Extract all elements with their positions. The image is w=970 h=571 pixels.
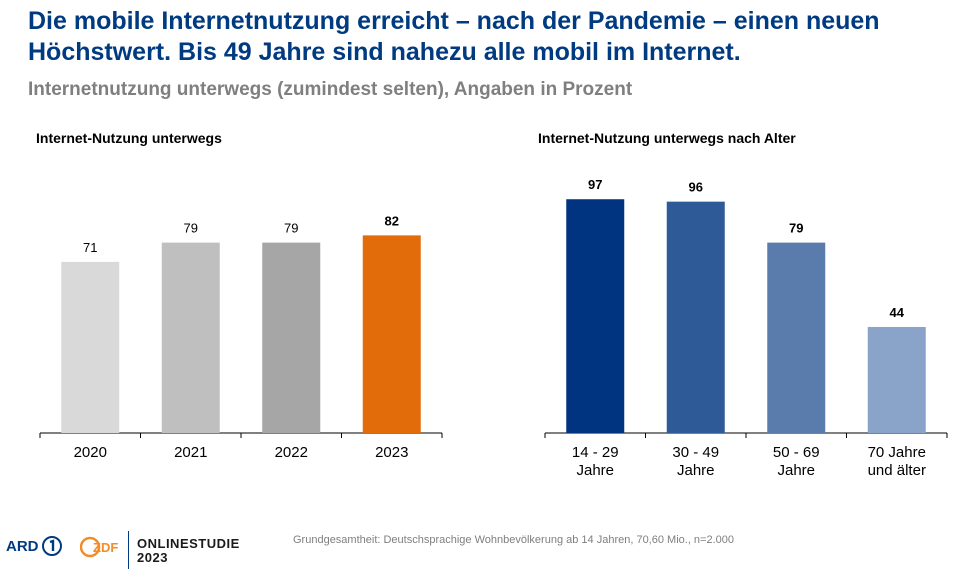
- bar: [61, 261, 120, 433]
- bar: [767, 242, 826, 433]
- category-label: 30 - 49: [672, 444, 719, 461]
- study-logo-line2: 2023: [137, 550, 168, 565]
- data-label: 79: [284, 221, 298, 236]
- page-subtitle: Internetnutzung unterwegs (zumindest sel…: [28, 79, 633, 100]
- data-label: 44: [890, 305, 905, 320]
- category-label: Jahre: [576, 462, 614, 479]
- study-logo-line1: ONLINESTUDIE: [137, 536, 240, 551]
- left-chart-title: Internet-Nutzung unterwegs: [36, 130, 222, 146]
- study-logo: ONLINESTUDIE 2023: [137, 537, 240, 565]
- category-label: 2021: [174, 444, 207, 461]
- category-label: Jahre: [677, 462, 715, 479]
- data-label: 79: [184, 221, 198, 236]
- bar: [566, 199, 625, 433]
- category-label: 50 - 69: [773, 444, 820, 461]
- category-label: Jahre: [777, 462, 815, 479]
- bar: [867, 326, 926, 433]
- data-label: 82: [385, 213, 399, 228]
- data-label: 71: [83, 240, 97, 255]
- category-label: 70 Jahre: [868, 444, 926, 461]
- logo-separator: [128, 531, 129, 569]
- ard-logo-text: ARD: [6, 538, 39, 555]
- data-label: 79: [789, 221, 803, 236]
- category-label: 2022: [275, 444, 308, 461]
- category-label: und älter: [868, 462, 926, 479]
- right-chart-title: Internet-Nutzung unterwegs nach Alter: [538, 130, 796, 146]
- ard-logo-icon: [42, 536, 62, 556]
- zdf-logo: ZDF: [80, 536, 118, 558]
- category-label: 14 - 29: [572, 444, 619, 461]
- bar: [161, 242, 220, 433]
- bar: [262, 242, 321, 433]
- page-title: Die mobile Internetnutzung erreicht – na…: [28, 7, 880, 66]
- data-label: 96: [689, 180, 703, 195]
- category-label: 2020: [74, 444, 107, 461]
- footer-note: Grundgesamtheit: Deutschsprachige Wohnbe…: [293, 534, 734, 546]
- svg-text:ZDF: ZDF: [93, 540, 118, 555]
- category-label: 2023: [375, 444, 408, 461]
- data-label: 97: [588, 177, 602, 192]
- bar: [362, 235, 421, 433]
- bar: [666, 201, 725, 433]
